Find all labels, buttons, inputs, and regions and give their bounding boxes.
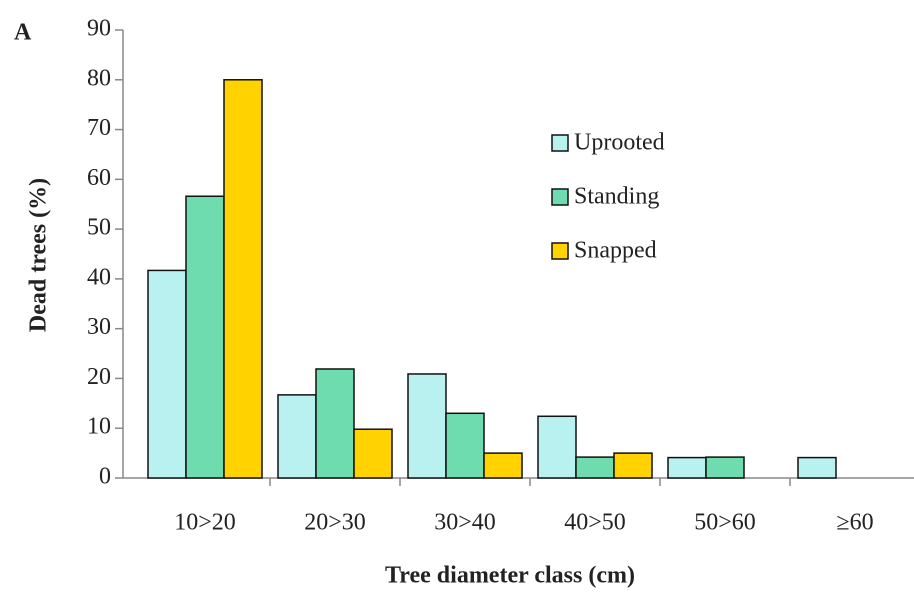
bar — [407, 373, 447, 479]
bar — [613, 452, 653, 479]
x-tick-label: 40>50 — [564, 510, 626, 536]
y-tick-label: 70 — [87, 115, 111, 141]
x-tick-label: 50>60 — [694, 510, 756, 536]
bar — [537, 415, 577, 479]
bar — [147, 269, 187, 479]
panel-label: A — [14, 20, 32, 46]
bar — [315, 368, 355, 479]
x-axis-label: Tree diameter class (cm) — [385, 563, 635, 589]
y-tick-label: 60 — [87, 165, 111, 191]
legend-label: Uprooted — [574, 130, 665, 156]
bar — [705, 456, 745, 479]
x-tick-label: 20>30 — [304, 510, 366, 536]
y-tick-label: 40 — [87, 264, 111, 290]
legend-swatch — [551, 242, 569, 260]
bar — [223, 79, 263, 479]
bar — [575, 456, 615, 479]
bar — [445, 412, 485, 479]
y-tick-label: 50 — [87, 215, 111, 241]
bar — [667, 456, 707, 479]
legend-swatch — [551, 134, 569, 152]
bar — [277, 394, 317, 479]
y-tick-label: 30 — [87, 314, 111, 340]
legend-swatch — [551, 188, 569, 206]
x-tick-label: 30>40 — [434, 510, 496, 536]
y-tick-label: 0 — [99, 464, 111, 490]
y-tick-label: 90 — [87, 16, 111, 42]
bar — [483, 452, 523, 479]
y-tick-label: 80 — [87, 65, 111, 91]
bar — [353, 428, 393, 479]
legend-label: Standing — [574, 184, 659, 210]
y-tick-label: 20 — [87, 364, 111, 390]
x-tick-label: 10>20 — [174, 510, 236, 536]
y-axis-label: Dead trees (%) — [26, 178, 52, 332]
y-tick-label: 10 — [87, 414, 111, 440]
bar — [185, 195, 225, 479]
x-tick-label: ≥60 — [836, 510, 873, 536]
bar — [797, 456, 837, 479]
legend-label: Snapped — [574, 238, 657, 264]
